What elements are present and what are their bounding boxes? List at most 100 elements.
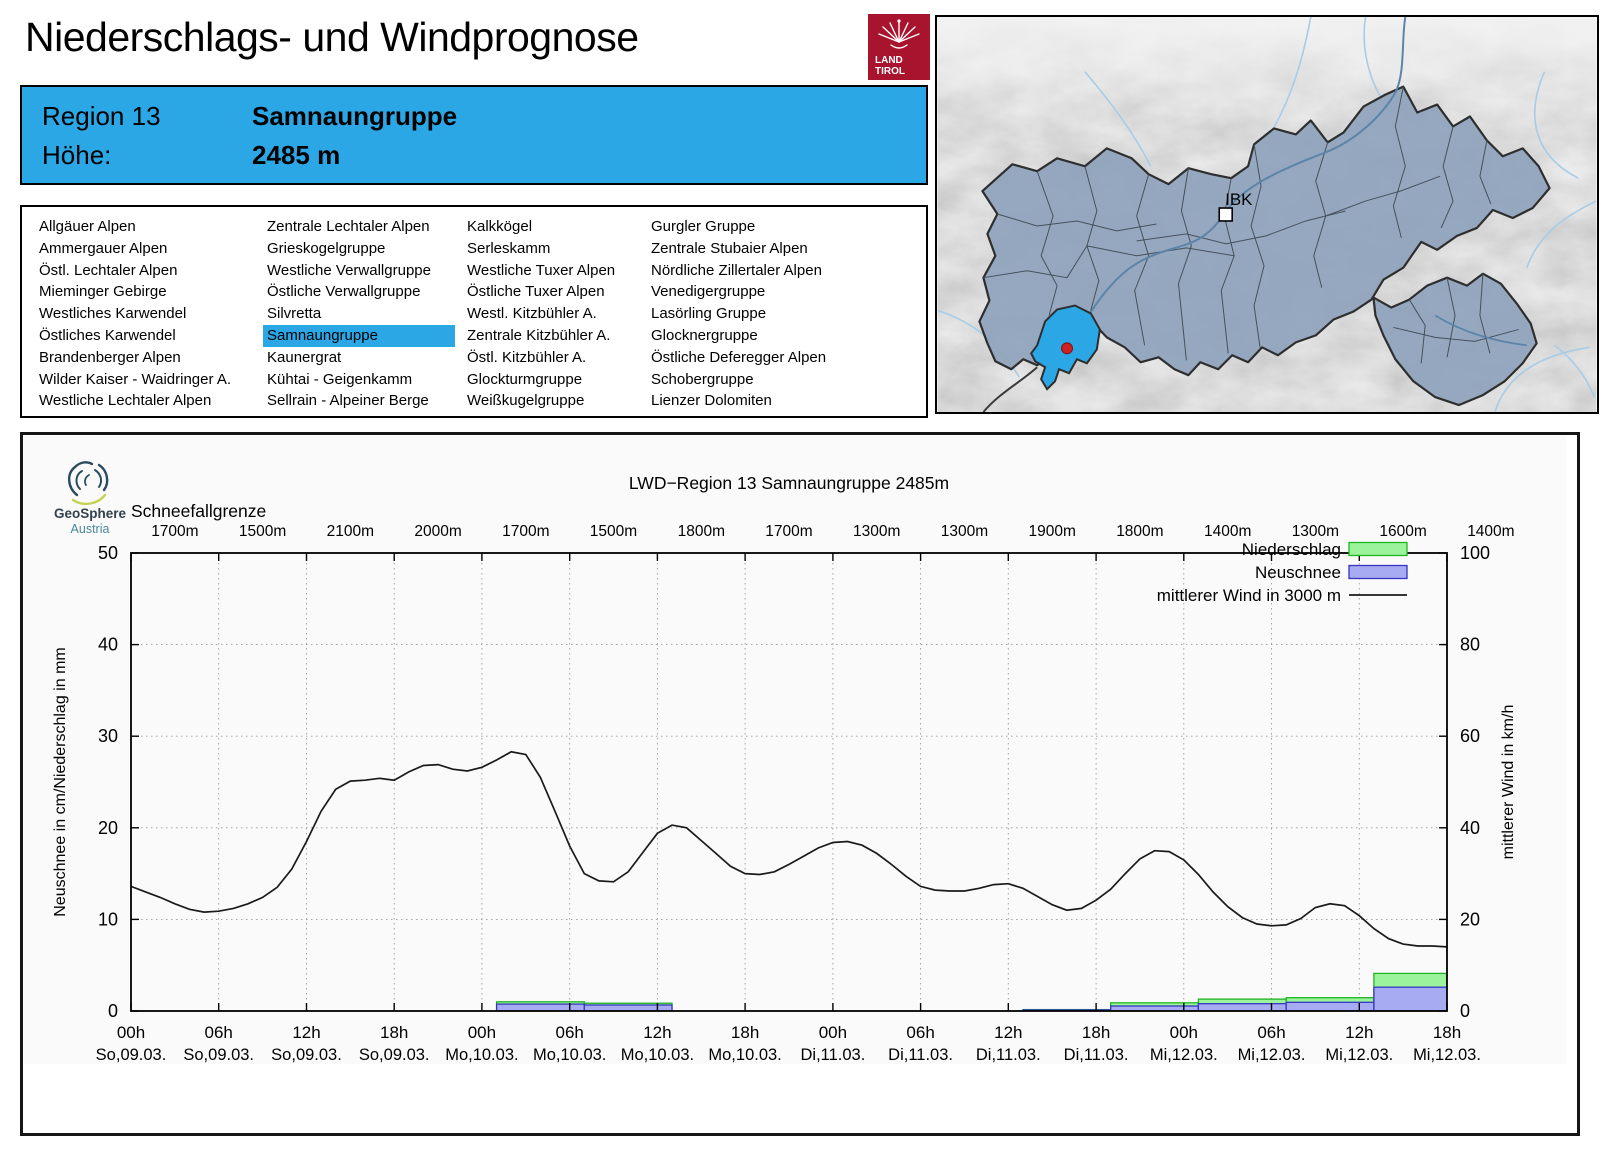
region-list-item[interactable]: Westl. Kitzbühler A.	[467, 305, 597, 323]
tirol-eagle-icon	[878, 19, 920, 49]
national-border-line	[982, 366, 1038, 412]
svg-text:Neuschnee: Neuschnee	[1255, 563, 1341, 582]
svg-text:06h: 06h	[205, 1023, 233, 1042]
svg-text:1700m: 1700m	[151, 523, 198, 540]
svg-text:So,09.03.: So,09.03.	[96, 1046, 167, 1064]
region-list-item[interactable]: Ammergauer Alpen	[39, 239, 168, 257]
region-list-item[interactable]: Lienzer Dolomiten	[651, 392, 772, 410]
region-list-item[interactable]: Westliche Tuxer Alpen	[467, 261, 616, 279]
region-list-item[interactable]: Nördliche Zillertaler Alpen	[651, 261, 822, 279]
svg-text:Mi,12.03.: Mi,12.03.	[1150, 1046, 1218, 1064]
page-title: Niederschlags- und Windprognose	[25, 14, 639, 60]
region-list-item[interactable]: Gurgler Gruppe	[651, 218, 756, 235]
region-list-item[interactable]: Sellrain - Alpeiner Berge	[267, 392, 429, 410]
svg-text:1300m: 1300m	[1292, 523, 1339, 540]
svg-text:12h: 12h	[292, 1023, 320, 1042]
region-list-item[interactable]: Grieskogelgruppe	[267, 239, 386, 257]
svg-text:Di,11.03.: Di,11.03.	[888, 1046, 953, 1064]
region-list-item[interactable]: Westliches Karwendel	[39, 305, 187, 323]
svg-text:100: 100	[1460, 543, 1490, 563]
forecast-chart-panel: GeoSphere Austria LWD−Region 13 Samnaung…	[20, 432, 1580, 1136]
svg-text:06h: 06h	[556, 1023, 584, 1042]
axis-tick-marks	[130, 552, 1448, 1012]
region-list-item[interactable]: Östliche Deferegger Alpen	[651, 348, 827, 366]
region-list-item[interactable]: Östliche Tuxer Alpen	[467, 283, 605, 301]
svg-text:Mi,12.03.: Mi,12.03.	[1238, 1046, 1306, 1064]
region-list-item[interactable]: Kühtai - Geigenkamm	[267, 370, 413, 388]
region-list-item[interactable]: Zentrale Kitzbühler A.	[467, 326, 611, 344]
region-list-item[interactable]: Schobergruppe	[651, 370, 754, 388]
svg-text:Mo,10.03.: Mo,10.03.	[533, 1046, 606, 1064]
svg-text:1700m: 1700m	[502, 523, 549, 540]
region-list-item[interactable]: Venedigergruppe	[651, 283, 766, 301]
svg-text:00h: 00h	[1170, 1023, 1198, 1042]
svg-text:1800m: 1800m	[678, 523, 725, 540]
chart-title: LWD−Region 13 Samnaungruppe 2485m	[629, 473, 949, 493]
region-list-item[interactable]: Östliches Karwendel	[39, 326, 176, 344]
map-lowland-shade	[937, 17, 1597, 137]
svg-text:Di,11.03.: Di,11.03.	[976, 1046, 1041, 1064]
snowline-values-row: 1700m 1500m 2100m 2000m 1700m 1500m 1800m 1700m…	[151, 523, 1514, 540]
region-name: Samnaungruppe	[252, 101, 458, 131]
region-list-item[interactable]: Kalkkögel	[467, 218, 533, 235]
region-list-item[interactable]: Glocknergruppe	[651, 326, 758, 344]
svg-text:18h: 18h	[1082, 1023, 1110, 1042]
svg-text:1400m: 1400m	[1204, 523, 1251, 540]
svg-text:Mo,10.03.: Mo,10.03.	[708, 1046, 781, 1064]
svg-text:50: 50	[98, 543, 118, 563]
region-list-item[interactable]: Kaunergrat	[267, 348, 342, 366]
region-list-item[interactable]: Brandenberger Alpen	[39, 348, 181, 366]
region-list-item[interactable]: Zentrale Lechtaler Alpen	[267, 218, 430, 235]
river-lines	[937, 17, 1597, 412]
svg-text:06h: 06h	[906, 1023, 934, 1042]
svg-text:1800m: 1800m	[1116, 523, 1163, 540]
region-list-item[interactable]: Östliche Verwallgruppe	[267, 283, 421, 301]
region-list-item[interactable]: Silvretta	[267, 305, 322, 323]
region-list-item[interactable]: Lasörling Gruppe	[651, 305, 767, 323]
ibk-city-marker	[1218, 207, 1233, 222]
region-list-item[interactable]: Zentrale Stubaier Alpen	[651, 239, 808, 257]
svg-text:1600m: 1600m	[1379, 523, 1426, 540]
region-list-item[interactable]: Westliche Verwallgruppe	[267, 261, 431, 279]
chart-canvas-background	[24, 436, 1566, 1064]
plot-border	[130, 552, 1448, 1012]
svg-text:2100m: 2100m	[327, 523, 374, 540]
svg-text:Di,11.03.: Di,11.03.	[800, 1046, 865, 1064]
svg-text:1500m: 1500m	[239, 523, 286, 540]
drau-river-line	[1434, 314, 1527, 347]
plot-gridlines	[131, 553, 1447, 1011]
svg-text:20: 20	[1460, 909, 1480, 929]
region-list-item-selected[interactable]: Samnaungruppe	[263, 324, 455, 347]
selected-region-marker-dot	[1061, 342, 1073, 355]
svg-text:So,09.03.: So,09.03.	[359, 1046, 430, 1064]
region-list-column: Kalkkögel Serleskamm Westliche Tuxer Alpen…	[463, 216, 643, 412]
svg-text:20: 20	[98, 818, 118, 838]
region-list-item[interactable]: Westliche Lechtaler Alpen	[39, 392, 212, 410]
region-list-item[interactable]: Serleskamm	[467, 239, 551, 257]
y-axis-title-left: Neuschnee in cm/Niederschlag in mm	[52, 647, 69, 916]
svg-text:30: 30	[98, 726, 118, 746]
svg-text:00h: 00h	[819, 1023, 847, 1042]
new-snow-bars	[495, 986, 1447, 1011]
region-list-item[interactable]: Glockturmgruppe	[467, 370, 583, 388]
svg-text:1700m: 1700m	[765, 523, 812, 540]
region-list-item[interactable]: Wilder Kaiser - Waidringer A.	[39, 370, 231, 388]
svg-text:40: 40	[98, 635, 118, 655]
region-label: Region 13	[42, 101, 161, 131]
tirol-region-map[interactable]: IBK	[935, 15, 1599, 414]
region-list-item[interactable]: Weißkugelgruppe	[467, 392, 585, 410]
svg-text:1500m: 1500m	[590, 523, 637, 540]
svg-text:18h: 18h	[1433, 1023, 1461, 1042]
region-list-item[interactable]: Östl. Lechtaler Alpen	[39, 261, 178, 279]
region-list-item[interactable]: Östl. Kitzbühler A.	[467, 348, 587, 366]
svg-text:80: 80	[1460, 635, 1480, 655]
geosphere-austria-logo: GeoSphere Austria	[54, 461, 126, 536]
altitude-row: Höhe: 2485 m	[42, 140, 340, 171]
region-list-box: Allgäuer Alpen Ammergauer Alpen Östl. Lech…	[20, 205, 928, 418]
svg-text:10: 10	[98, 909, 118, 929]
svg-text:1300m: 1300m	[941, 523, 988, 540]
region-list-item[interactable]: Allgäuer Alpen	[39, 218, 136, 235]
svg-text:2000m: 2000m	[414, 523, 461, 540]
region-list-item[interactable]: Mieminger Gebirge	[39, 283, 167, 301]
